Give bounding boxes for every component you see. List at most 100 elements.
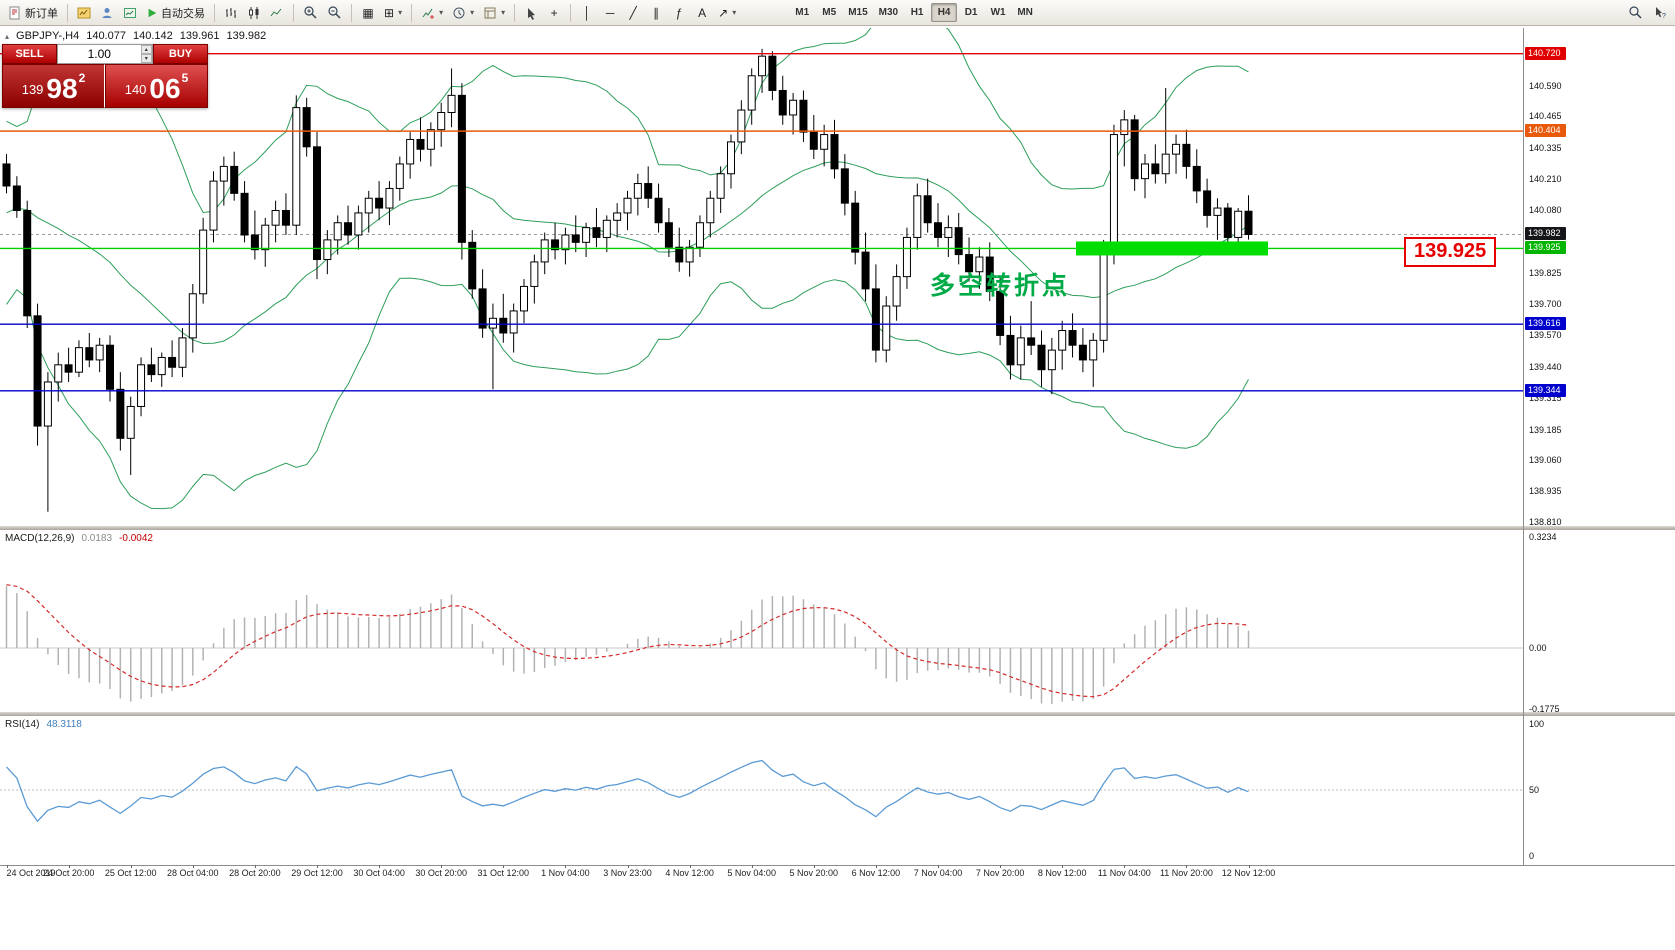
rsi-header: RSI(14) 48.3118: [5, 719, 82, 730]
volume-decrease-button[interactable]: ▾: [140, 54, 152, 63]
time-axis-tick: [1186, 865, 1188, 868]
vertical-line-button[interactable]: │: [576, 2, 598, 23]
timeframe-m1-button[interactable]: M1: [789, 3, 815, 22]
price-axis-label: 139.315: [1529, 392, 1562, 403]
time-axis-label: 31 Oct 12:00: [477, 868, 530, 878]
volume-input[interactable]: [58, 45, 141, 63]
rsi-axis-label: 100: [1529, 719, 1545, 729]
zoom-in-icon: [304, 6, 317, 19]
time-axis-label: 30 Oct 04:00: [353, 868, 405, 878]
macd-signal-value: -0.0042: [119, 533, 153, 544]
timeframe-h4-button[interactable]: H4: [931, 3, 958, 22]
timeframe-d1-button[interactable]: D1: [958, 3, 984, 22]
timeframe-m30-button[interactable]: M30: [874, 3, 903, 22]
dropdown-icon: ▾: [501, 8, 506, 17]
trendline-icon: ╱: [629, 5, 637, 20]
timeframe-h1-button[interactable]: H1: [904, 3, 930, 22]
time-axis-border: [0, 865, 1675, 866]
price-axis-label: 138.810: [1529, 516, 1562, 527]
price-axis-label: 140.590: [1529, 80, 1562, 91]
zoom-out-button[interactable]: [323, 2, 346, 23]
price-axis-border: [1523, 28, 1524, 865]
panel-splitter[interactable]: [0, 526, 1675, 530]
time-axis-tick: [813, 865, 815, 868]
price-axis-label: 139.570: [1529, 330, 1562, 341]
price-axis[interactable]: 140.590 140.465 140.335 140.210 140.080 139.8…: [1525, 28, 1673, 865]
help-pointer-button[interactable]: ?: [1649, 2, 1671, 23]
chart-window-button[interactable]: [73, 2, 95, 23]
sell-price-button[interactable]: 139 98 2: [2, 64, 105, 108]
bar-chart-type-button[interactable]: [220, 2, 242, 23]
rsi-title: RSI(14): [5, 719, 40, 730]
main-chart[interactable]: [0, 28, 1523, 526]
cursor-button[interactable]: [520, 2, 542, 23]
buy-price-button[interactable]: 140 06 5: [105, 64, 208, 108]
terminal-button[interactable]: [119, 2, 141, 23]
price-axis-label: 139.440: [1529, 362, 1562, 373]
price-axis-label: 140.210: [1529, 173, 1562, 184]
chart-window-icon: [77, 7, 91, 18]
search-button[interactable]: [1624, 2, 1647, 23]
time-axis-label: 6 Nov 12:00: [851, 868, 901, 878]
timeframe-mn-button[interactable]: MN: [1012, 3, 1038, 22]
new-chart-button[interactable]: ⊞ ▾: [380, 2, 406, 23]
sell-button[interactable]: SELL: [2, 44, 57, 64]
profiles-button[interactable]: [96, 2, 118, 23]
dropdown-icon: ▾: [732, 8, 737, 17]
text-tool-button[interactable]: A: [691, 2, 713, 23]
trendline-button[interactable]: ╱: [622, 2, 644, 23]
tile-windows-button[interactable]: ▦: [357, 2, 379, 23]
chart-window: 140.590 140.465 140.335 140.210 140.080 139.8…: [0, 26, 1675, 950]
equidistant-channel-button[interactable]: ∥: [645, 2, 667, 23]
timeframe-w1-button[interactable]: W1: [985, 3, 1011, 22]
crosshair-button[interactable]: +: [543, 2, 565, 23]
time-axis-label: 30 Oct 20:00: [415, 868, 467, 878]
one-click-collapse-icon[interactable]: ▴: [5, 31, 10, 41]
rsi-axis-label: 0: [1529, 851, 1535, 861]
time-axis-label: 3 Nov 23:00: [603, 868, 652, 878]
fibonacci-icon: ƒ: [675, 5, 683, 20]
buy-button[interactable]: BUY: [153, 44, 208, 64]
indicators-button[interactable]: ▾: [417, 2, 447, 23]
time-axis-tick: [317, 865, 318, 868]
fibonacci-button[interactable]: ƒ: [668, 2, 690, 23]
time-axis-label: 12 Nov 12:00: [1221, 868, 1276, 878]
autotrade-button[interactable]: 自动交易: [142, 2, 209, 23]
bar-chart-type-icon: [226, 7, 236, 18]
price-axis-label: 140.335: [1529, 143, 1562, 154]
time-axis-label: 11 Nov 04:00: [1097, 868, 1151, 878]
panel-splitter[interactable]: [0, 712, 1675, 716]
price-badge: 140.720: [1525, 46, 1566, 60]
toolbar-separator: [214, 3, 215, 22]
timeframe-m5-button[interactable]: M5: [816, 3, 842, 22]
volume-increase-button[interactable]: ▴: [140, 45, 152, 54]
sell-price-prefix: 139: [21, 82, 44, 97]
periods-button[interactable]: ▾: [448, 2, 478, 23]
rsi-panel[interactable]: [0, 716, 1523, 864]
line-chart-type-button[interactable]: [266, 2, 288, 23]
price-axis-label: 139.060: [1529, 455, 1562, 466]
vertical-line-icon: │: [583, 5, 591, 20]
time-axis-label: 11 Nov 20:00: [1159, 868, 1213, 878]
autotrade-play-icon: [148, 8, 157, 17]
arrows-tool-button[interactable]: ↗ ▾: [714, 2, 740, 23]
zoom-in-button[interactable]: [299, 2, 322, 23]
candlestick-chart-type-button[interactable]: [243, 2, 265, 23]
rsi-axis-label: 50: [1529, 785, 1540, 795]
buy-price-sup: 5: [181, 71, 189, 85]
time-axis-tick: [751, 865, 753, 868]
time-axis-tick: [6, 865, 8, 868]
horizontal-line-button[interactable]: ─: [599, 2, 621, 23]
time-axis[interactable]: 24 Oct 2019 24 Oct 20:00 25 Oct 12:00 28 Oc…: [0, 865, 1675, 884]
price-badge: 139.344: [1525, 383, 1566, 397]
new-order-button[interactable]: 新订单: [4, 2, 62, 23]
price-badge: 139.616: [1525, 317, 1566, 331]
timeframe-m15-button[interactable]: M15: [843, 3, 872, 22]
price-callout[interactable]: 139.925: [1404, 237, 1497, 267]
pivot-annotation[interactable]: 多空转折点: [930, 272, 1071, 300]
time-axis-tick: [1124, 865, 1126, 868]
templates-button[interactable]: ▾: [479, 2, 509, 23]
macd-panel[interactable]: [0, 530, 1523, 712]
time-axis-label: 1 Nov 04:00: [541, 868, 590, 878]
